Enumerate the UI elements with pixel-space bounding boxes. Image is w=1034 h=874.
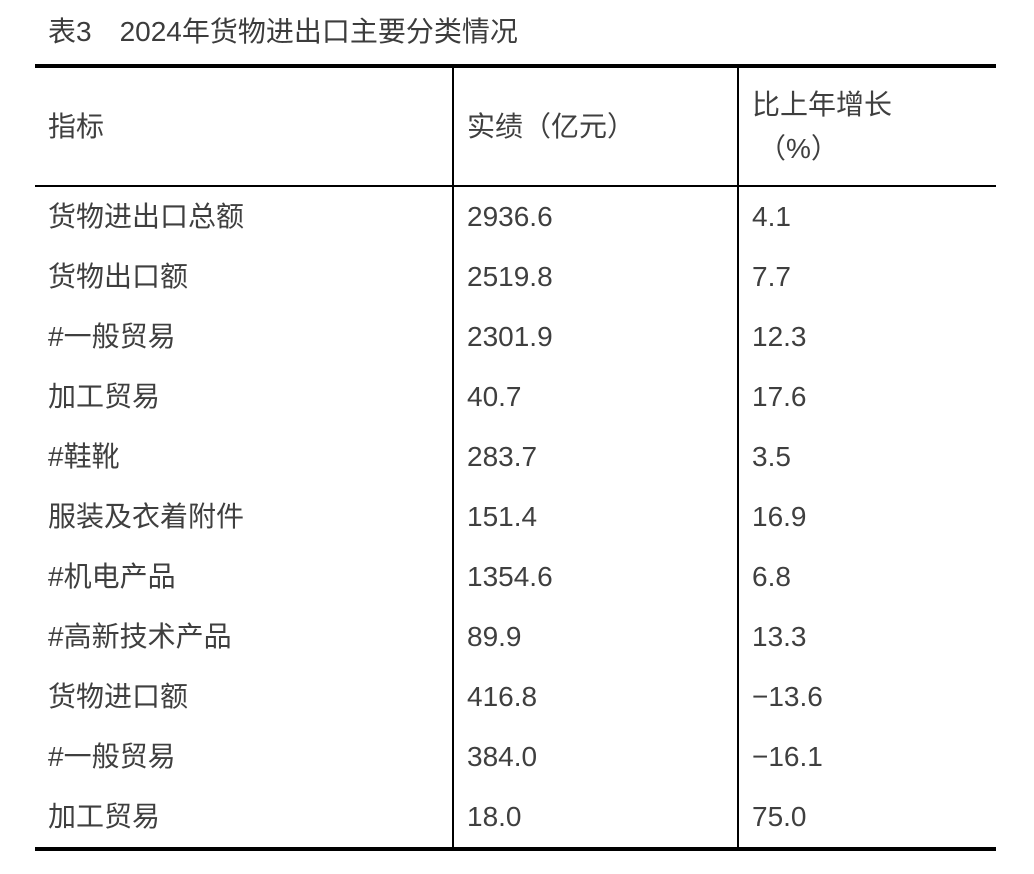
table-row: #一般贸易 2301.9 12.3 — [35, 307, 996, 367]
growth-header-line1: 比上年增长 — [752, 88, 893, 120]
cell-value: 40.7 — [452, 367, 738, 427]
cell-indicator: 货物进口额 — [48, 681, 189, 712]
cell-growth: 75.0 — [737, 787, 996, 849]
table-row: #高新技术产品 89.9 13.3 — [35, 607, 996, 667]
growth-header-line2: （%） — [758, 132, 839, 164]
cell-growth: 13.3 — [737, 607, 996, 667]
table-header: 指标 实绩（亿元） 比上年增长 （%） — [35, 66, 996, 187]
cell-growth: 6.8 — [737, 547, 996, 607]
cell-indicator: 货物进出口总额 — [48, 201, 245, 232]
cell-value: 416.8 — [452, 667, 738, 727]
column-header-growth: 比上年增长 （%） — [737, 66, 996, 187]
cell-indicator: #机电产品 — [48, 561, 176, 592]
cell-growth: 7.7 — [737, 247, 996, 307]
page: 表3 2024年货物进出口主要分类情况 指标 实绩（亿元） 比上年增长 （%） … — [35, 16, 996, 851]
table-row: 货物进出口总额 2936.6 4.1 — [35, 186, 996, 247]
table-row: #鞋靴 283.7 3.5 — [35, 427, 996, 487]
table-body: 货物进出口总额 2936.6 4.1 货物出口额 2519.8 7.7 #一般贸… — [35, 186, 996, 849]
cell-value: 2519.8 — [452, 247, 738, 307]
cell-value: 1354.6 — [452, 547, 738, 607]
cell-value: 2301.9 — [452, 307, 738, 367]
cell-value: 89.9 — [452, 607, 738, 667]
cell-value: 384.0 — [452, 727, 738, 787]
cell-indicator: #一般贸易 — [48, 321, 176, 352]
trade-classification-table: 指标 实绩（亿元） 比上年增长 （%） 货物进出口总额 2936.6 4.1 货… — [35, 64, 996, 851]
table-row: 加工贸易 18.0 75.0 — [35, 787, 996, 849]
table-row: #一般贸易 384.0 −16.1 — [35, 727, 996, 787]
cell-value: 2936.6 — [452, 186, 738, 247]
cell-value: 18.0 — [452, 787, 738, 849]
cell-growth: −16.1 — [737, 727, 996, 787]
cell-growth: 3.5 — [737, 427, 996, 487]
cell-growth: 17.6 — [737, 367, 996, 427]
cell-growth: 12.3 — [737, 307, 996, 367]
header-row: 指标 实绩（亿元） 比上年增长 （%） — [35, 66, 996, 187]
column-header-indicator: 指标 — [35, 66, 453, 187]
table-row: 货物进口额 416.8 −13.6 — [35, 667, 996, 727]
table-row: 货物出口额 2519.8 7.7 — [35, 247, 996, 307]
table-row: 加工贸易 40.7 17.6 — [35, 367, 996, 427]
cell-indicator: 服装及衣着附件 — [48, 501, 245, 532]
cell-indicator: 加工贸易 — [48, 801, 161, 832]
table-title: 表3 2024年货物进出口主要分类情况 — [48, 16, 518, 47]
cell-growth: −13.6 — [737, 667, 996, 727]
column-header-value: 实绩（亿元） — [452, 66, 738, 187]
cell-indicator: 加工贸易 — [48, 381, 161, 412]
cell-value: 151.4 — [452, 487, 738, 547]
cell-indicator: 货物出口额 — [48, 261, 189, 292]
cell-growth: 4.1 — [737, 186, 996, 247]
table-row: 服装及衣着附件 151.4 16.9 — [35, 487, 996, 547]
cell-growth: 16.9 — [737, 487, 996, 547]
table-row: #机电产品 1354.6 6.8 — [35, 547, 996, 607]
cell-indicator: #鞋靴 — [48, 441, 120, 472]
cell-indicator: #高新技术产品 — [48, 621, 232, 652]
cell-indicator: #一般贸易 — [48, 741, 176, 772]
cell-value: 283.7 — [452, 427, 738, 487]
